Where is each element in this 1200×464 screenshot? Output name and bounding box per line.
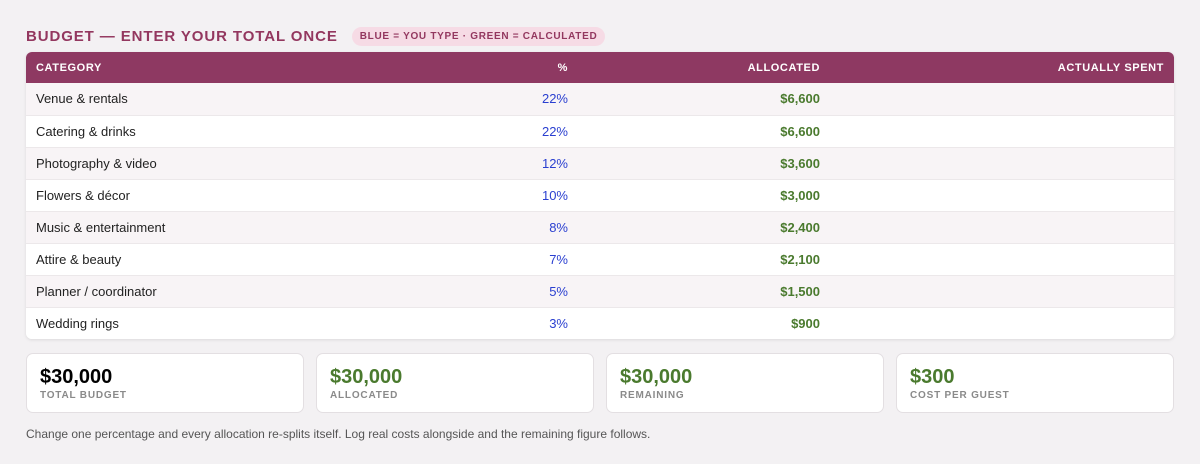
actually-spent-input-cell[interactable] [830, 179, 1174, 211]
category-cell: Music & entertainment [36, 219, 166, 235]
category-cell: Flowers & décor [36, 187, 130, 203]
allocated-cell: $2,400 [780, 219, 820, 235]
category-cell: Attire & beauty [36, 251, 122, 267]
table-row: Planner / coordinator 5% $1,500 [26, 275, 1174, 307]
percent-input-cell[interactable]: 7% [549, 251, 568, 267]
budget-table-card: Category % Allocated Actually spent Venu… [26, 52, 1174, 339]
table-header-row: Category % Allocated Actually spent [26, 52, 1174, 83]
allocated-cell: $3,000 [780, 187, 820, 203]
remaining-value: $30,000 [620, 366, 693, 388]
remaining-label: Remaining [620, 390, 685, 401]
table-row: Attire & beauty 7% $2,100 [26, 243, 1174, 275]
actually-spent-input-cell[interactable] [830, 243, 1174, 275]
allocated-cell: $2,100 [780, 251, 820, 267]
actually-spent-input-cell[interactable] [830, 83, 1174, 115]
percent-input-cell[interactable]: 22% [541, 123, 568, 139]
table-row: Flowers & décor 10% $3,000 [26, 179, 1174, 211]
actually-spent-input-cell[interactable] [830, 275, 1174, 307]
total-budget-label: Total budget [40, 390, 127, 401]
percent-input-cell[interactable]: 10% [541, 187, 568, 203]
allocated-cell: $1,500 [780, 283, 820, 299]
column-header-percent: % [557, 61, 568, 74]
category-cell: Venue & rentals [36, 91, 128, 107]
cost-per-guest-label: Cost per guest [910, 390, 1010, 401]
allocated-cell: $3,600 [780, 155, 820, 171]
actually-spent-input-cell[interactable] [830, 211, 1174, 243]
total-budget-value[interactable]: $30,000 [40, 366, 113, 388]
allocated-card: $30,000 Allocated [316, 353, 594, 413]
column-header-category: Category [36, 61, 102, 74]
table-row: Wedding rings 3% $900 [26, 307, 1174, 339]
cost-per-guest-value: $300 [910, 366, 955, 388]
color-legend-badge: Blue = you type · Green = calculated [351, 26, 606, 46]
category-cell: Planner / coordinator [36, 283, 157, 299]
remaining-card: $30,000 Remaining [606, 353, 884, 413]
allocated-total-value: $30,000 [330, 366, 403, 388]
actually-spent-input-cell[interactable] [830, 115, 1174, 147]
allocated-total-label: Allocated [330, 390, 399, 401]
budget-table: Category % Allocated Actually spent Venu… [26, 52, 1174, 339]
percent-input-cell[interactable]: 22% [541, 91, 568, 107]
summary-cards: $30,000 Total budget $30,000 Allocated $… [26, 353, 1174, 413]
percent-input-cell[interactable]: 3% [549, 315, 568, 331]
allocated-cell: $900 [791, 315, 820, 331]
budget-page: Budget — enter your total once Blue = yo… [26, 26, 1174, 441]
category-cell: Photography & video [36, 155, 157, 171]
column-header-actually-spent: Actually spent [1057, 61, 1164, 74]
actually-spent-input-cell[interactable] [830, 307, 1174, 339]
table-row: Venue & rentals 22% $6,600 [26, 83, 1174, 115]
category-cell: Catering & drinks [36, 123, 136, 139]
percent-input-cell[interactable]: 8% [549, 219, 568, 235]
actually-spent-input-cell[interactable] [830, 147, 1174, 179]
allocated-cell: $6,600 [780, 91, 820, 107]
allocated-cell: $6,600 [780, 123, 820, 139]
section-header: Budget — enter your total once Blue = yo… [26, 26, 1174, 46]
percent-input-cell[interactable]: 5% [549, 283, 568, 299]
column-header-allocated: Allocated [747, 61, 820, 74]
section-title: Budget — enter your total once [26, 27, 338, 45]
footnote-text: Change one percentage and every allocati… [26, 427, 651, 441]
table-row: Music & entertainment 8% $2,400 [26, 211, 1174, 243]
percent-input-cell[interactable]: 12% [541, 155, 568, 171]
table-row: Photography & video 12% $3,600 [26, 147, 1174, 179]
total-budget-card[interactable]: $30,000 Total budget [26, 353, 304, 413]
category-cell: Wedding rings [36, 315, 119, 331]
cost-per-guest-card: $300 Cost per guest [896, 353, 1174, 413]
table-row: Catering & drinks 22% $6,600 [26, 115, 1174, 147]
